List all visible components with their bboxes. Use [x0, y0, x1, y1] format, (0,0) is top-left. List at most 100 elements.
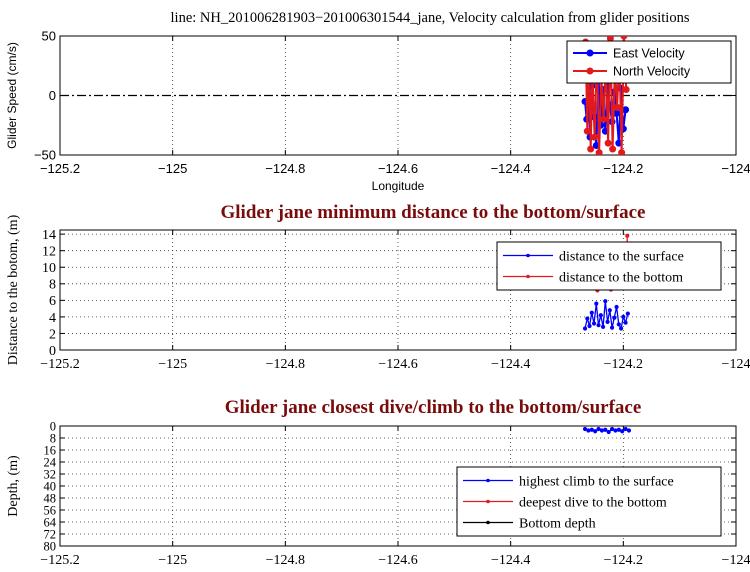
- data-point: [586, 428, 591, 433]
- data-point: [605, 319, 610, 324]
- data-point: [585, 316, 590, 321]
- legend-label: East Velocity: [613, 46, 685, 60]
- depth-panel: Glider jane closest dive/climb to the bo…: [6, 397, 750, 568]
- data-point: [609, 325, 615, 330]
- data-point: [622, 106, 630, 114]
- data-point: [600, 324, 606, 329]
- data-point: [609, 145, 617, 153]
- legend: distance to the surface distance to the b…: [496, 241, 722, 291]
- data-point: [589, 427, 594, 432]
- x-tick-label: −124.8: [266, 553, 305, 568]
- data-point: [595, 149, 603, 155]
- x-tick-label: −125: [158, 161, 187, 176]
- data-point: [620, 429, 625, 434]
- y-tick-label: 32: [44, 467, 57, 481]
- data-point: [591, 133, 599, 141]
- data-point: [616, 427, 621, 432]
- x-tick-label: −124.6: [378, 553, 417, 568]
- data-point: [596, 323, 601, 328]
- y-axis-label: Depth, (m): [6, 455, 21, 517]
- data-point: [591, 321, 597, 326]
- y-tick-label: 8: [50, 431, 56, 445]
- data-point: [583, 127, 591, 135]
- data-point: [606, 36, 614, 42]
- data-point: [599, 428, 605, 433]
- y-tick-label: 8: [49, 278, 56, 293]
- data-point: [620, 36, 628, 40]
- x-tick-label: −124: [721, 161, 750, 176]
- legend-swatch-marker: [526, 253, 530, 258]
- legend: East Velocity North Velocity: [566, 40, 732, 84]
- legend-box: [566, 40, 732, 84]
- data-point: [621, 314, 626, 319]
- data-point: [612, 315, 617, 320]
- data-point: [593, 429, 598, 434]
- data-point: [582, 326, 588, 331]
- x-tick-label: −124.4: [491, 357, 530, 372]
- data-point: [582, 426, 588, 432]
- velocity-panel: −125.2 −125 −124.8 −124.6 −124.4 −124.2 −124 −5…: [5, 29, 750, 193]
- x-tick-label: −125.2: [40, 553, 79, 568]
- x-tick-label: −124.4: [491, 161, 531, 176]
- data-point: [609, 426, 615, 432]
- panel-title: Glider jane closest dive/climb to the bo…: [225, 397, 642, 418]
- y-tick-label: 56: [44, 503, 57, 517]
- data-point: [613, 428, 618, 433]
- legend-label: distance to the surface: [559, 249, 684, 264]
- x-tick-label: −124: [722, 553, 750, 568]
- x-tick-label: −124.6: [378, 357, 417, 372]
- y-tick-label: 0: [49, 88, 56, 103]
- data-point: [606, 429, 611, 435]
- y-tick-label: 0: [50, 419, 56, 433]
- legend-label: deepest dive to the bottom: [519, 495, 667, 510]
- data-point: [622, 86, 630, 94]
- data-point: [604, 139, 612, 147]
- y-tick-label: 14: [42, 228, 56, 243]
- x-tick-label: −124.4: [491, 553, 530, 568]
- x-tick-label: −124.8: [265, 161, 305, 176]
- legend-label: North Velocity: [613, 64, 691, 78]
- x-tick-label: −125: [158, 553, 187, 568]
- y-tick-label: 48: [44, 491, 57, 505]
- y-tick-label: 80: [44, 539, 57, 553]
- data-point: [626, 428, 632, 433]
- data-point: [616, 322, 621, 327]
- legend-swatch-marker: [526, 274, 530, 279]
- y-tick-label: 4: [49, 311, 56, 326]
- legend-swatch-marker: [486, 478, 490, 483]
- legend-swatch-marker: [586, 49, 594, 57]
- data-point: [614, 304, 619, 310]
- panel-title: Glider jane minimum distance to the bott…: [221, 202, 646, 223]
- y-tick-label: 2: [49, 327, 56, 342]
- y-tick-label: 72: [44, 527, 57, 541]
- legend-box: [496, 241, 722, 291]
- plot-area: [582, 426, 632, 435]
- y-tick-label: 10: [42, 261, 56, 276]
- distance-panel: Glider jane minimum distance to the bott…: [6, 202, 750, 372]
- data-point: [587, 323, 592, 329]
- data-point: [600, 115, 608, 123]
- legend-swatch-marker: [586, 67, 594, 75]
- y-tick-label: 12: [42, 245, 56, 260]
- data-point: [607, 308, 612, 313]
- x-tick-label: −124: [722, 357, 750, 372]
- y-tick-label: 64: [44, 515, 57, 529]
- series-line-0: [584, 301, 629, 331]
- x-axis-label: Longitude: [372, 179, 425, 193]
- data-point: [603, 427, 608, 432]
- y-tick-label: −50: [34, 148, 56, 163]
- x-tick-label: −124.2: [604, 357, 643, 372]
- data-point: [598, 313, 603, 318]
- x-tick-label: −125.2: [40, 161, 80, 176]
- figure-title: line: NH_201006281903−201006301544_jane,…: [171, 10, 690, 26]
- data-point: [625, 311, 630, 316]
- y-tick-label: 16: [44, 443, 57, 457]
- y-axis-label: Glider Speed (cm/s): [5, 42, 19, 149]
- y-tick-label: 0: [49, 344, 56, 359]
- x-tick-label: −124.2: [604, 553, 643, 568]
- data-point: [594, 301, 599, 306]
- legend-label: distance to the bottom: [559, 270, 683, 285]
- legend-swatch-marker: [486, 520, 490, 525]
- data-point: [587, 145, 595, 153]
